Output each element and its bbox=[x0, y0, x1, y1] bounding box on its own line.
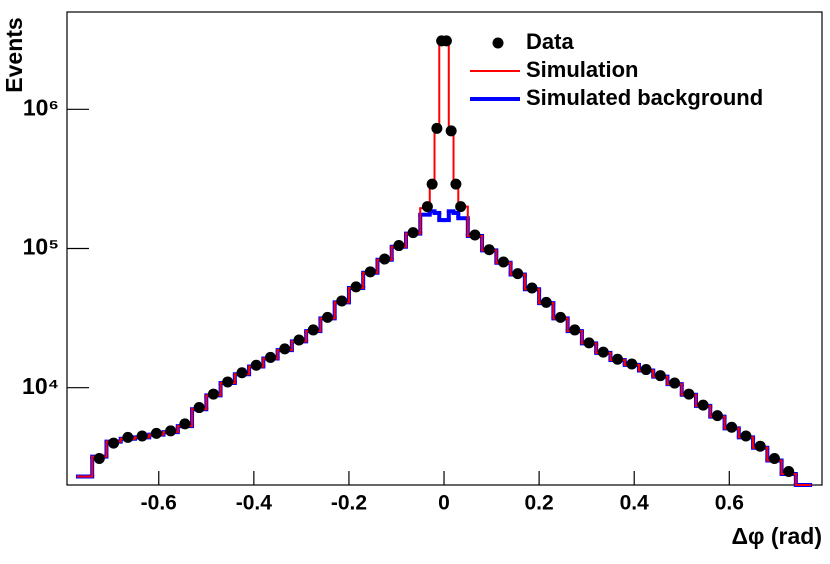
data-point bbox=[407, 227, 419, 239]
data-point bbox=[683, 388, 695, 400]
legend-label: Data bbox=[526, 29, 574, 54]
y-tick-label: 10⁵ bbox=[23, 234, 59, 260]
data-point bbox=[150, 427, 162, 439]
legend-label: Simulated background bbox=[526, 85, 763, 110]
legend-label: Simulation bbox=[526, 57, 638, 82]
data-point bbox=[497, 256, 509, 268]
data-point bbox=[421, 201, 433, 213]
data-point bbox=[426, 178, 438, 190]
x-tick-label: 0 bbox=[438, 492, 450, 515]
data-point bbox=[279, 343, 291, 355]
data-point bbox=[122, 431, 134, 443]
x-tick-label: -0.2 bbox=[331, 492, 367, 515]
data-point bbox=[350, 281, 362, 293]
x-tick-label: 0.2 bbox=[525, 492, 554, 515]
y-tick-label: 10⁶ bbox=[23, 94, 59, 120]
data-point bbox=[726, 421, 738, 433]
data-point bbox=[669, 377, 681, 389]
data-point bbox=[469, 229, 481, 241]
data-point bbox=[450, 178, 462, 190]
data-point bbox=[697, 399, 709, 411]
data-point bbox=[293, 334, 305, 346]
x-tick-label: -0.4 bbox=[236, 492, 273, 515]
data-point bbox=[768, 453, 780, 465]
data-point bbox=[165, 425, 177, 437]
data-point bbox=[569, 324, 581, 336]
data-point bbox=[307, 324, 319, 336]
x-tick-label: -0.6 bbox=[141, 492, 177, 515]
data-point bbox=[526, 282, 538, 294]
data-point bbox=[626, 358, 638, 370]
data-point bbox=[193, 402, 205, 414]
legend-marker bbox=[492, 37, 504, 49]
x-tick-label: 0.6 bbox=[715, 492, 744, 515]
data-point bbox=[222, 376, 234, 388]
data-point bbox=[754, 440, 766, 452]
data-point bbox=[136, 430, 148, 442]
data-point bbox=[612, 353, 624, 365]
data-point bbox=[108, 437, 120, 449]
data-point bbox=[364, 266, 376, 278]
data-point bbox=[236, 367, 248, 379]
data-point bbox=[583, 337, 595, 349]
data-point bbox=[207, 388, 219, 400]
x-axis-label: Δφ (rad) bbox=[732, 523, 822, 549]
data-point bbox=[440, 35, 452, 47]
y-tick-label: 10⁴ bbox=[22, 373, 59, 399]
data-point bbox=[640, 364, 652, 376]
data-point bbox=[597, 346, 609, 358]
data-point bbox=[322, 311, 334, 323]
data-point bbox=[540, 296, 552, 308]
data-point bbox=[379, 253, 391, 265]
data-point bbox=[783, 466, 795, 478]
data-point bbox=[393, 240, 405, 252]
y-axis-label: Events bbox=[1, 17, 27, 92]
data-point bbox=[250, 359, 262, 371]
data-point bbox=[179, 418, 191, 430]
data-point bbox=[711, 410, 723, 422]
data-point bbox=[555, 311, 567, 323]
data-point bbox=[483, 244, 495, 256]
data-point bbox=[740, 430, 752, 442]
data-point bbox=[445, 125, 457, 137]
data-point bbox=[264, 351, 276, 363]
data-point bbox=[431, 122, 443, 134]
x-tick-label: 0.4 bbox=[620, 492, 650, 515]
data-point bbox=[512, 268, 524, 280]
data-point bbox=[455, 201, 467, 213]
data-point bbox=[336, 295, 348, 307]
data-point bbox=[93, 453, 105, 465]
data-point bbox=[654, 370, 666, 382]
